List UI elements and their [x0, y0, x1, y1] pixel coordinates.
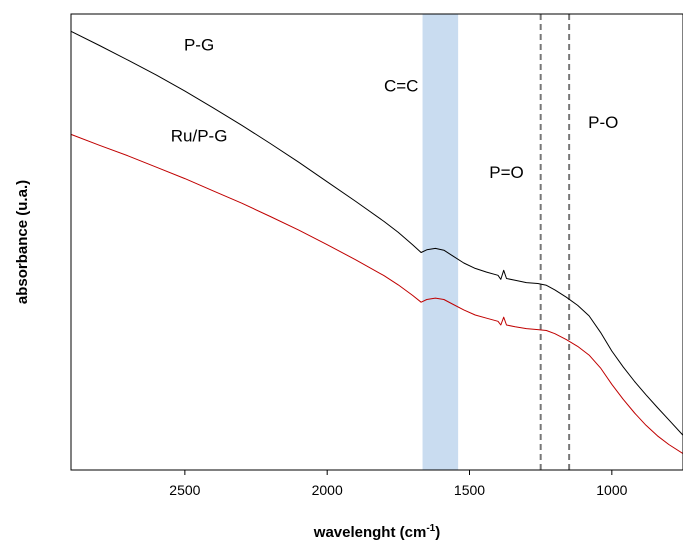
plot-frame	[70, 13, 683, 471]
annotation-layer: P-G Ru/P-G C=C P=O P-O	[171, 35, 619, 182]
band-label: C=C	[384, 77, 418, 96]
x-tick-label: 1500	[454, 482, 485, 498]
c-c-highlight-band	[422, 14, 459, 470]
x-axis-title-superscript: -1	[426, 523, 435, 534]
series-line-2	[70, 133, 683, 455]
x-tick-label: 2000	[312, 482, 343, 498]
series-label: Ru/P-G	[171, 127, 228, 146]
y-axis-title: absorbance (u.a.)	[14, 180, 31, 304]
reference-line-label: P-O	[588, 113, 618, 132]
reference-line-label: P=O	[489, 163, 524, 182]
series-layer	[70, 30, 683, 455]
series-label: P-G	[184, 35, 214, 54]
reference-line-layer	[539, 14, 571, 470]
tick-layer: 2500 2000 1500 1000	[169, 470, 628, 498]
x-axis-title-tail: )	[435, 524, 440, 541]
series-line-1	[70, 30, 683, 436]
x-axis-title: wavelenght (cm-1)	[313, 523, 440, 541]
x-tick-label: 2500	[169, 482, 200, 498]
highlight-band-layer	[422, 14, 459, 470]
x-tick-label: 1000	[596, 482, 627, 498]
